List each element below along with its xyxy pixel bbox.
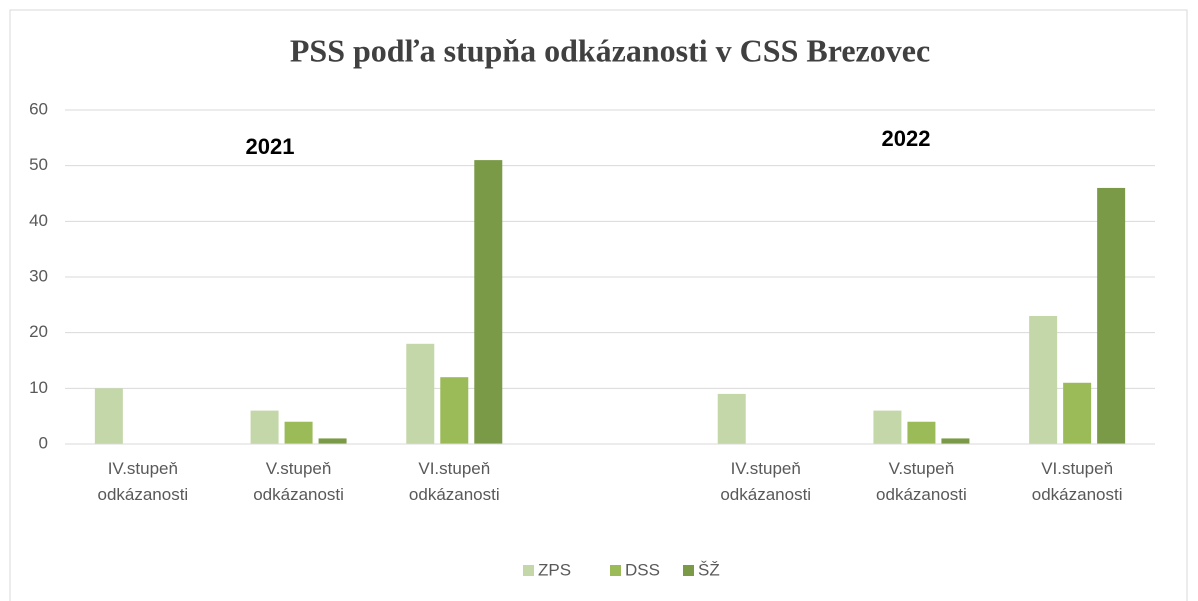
x-tick-label: VI.stupeň odkázanosti — [409, 459, 500, 504]
bar — [1029, 315, 1058, 444]
x-tick-label: IV.stupeň odkázanosti — [97, 459, 188, 504]
bar — [941, 438, 970, 444]
chart-border — [9, 9, 1188, 601]
legend-label: ŠŽ — [698, 560, 720, 579]
y-tick-label: 20 — [29, 322, 48, 341]
bar — [873, 410, 902, 444]
y-tick-label: 0 — [39, 433, 48, 452]
chart-title: PSS podľa stupňa odkázanosti v CSS Brezo… — [290, 32, 930, 68]
legend-label: DSS — [625, 560, 660, 579]
annotation: 2021 — [246, 134, 295, 159]
y-tick-label: 10 — [29, 378, 48, 397]
bar — [474, 160, 503, 444]
y-tick-label: 60 — [29, 99, 48, 118]
x-tick-label: VI.stupeň odkázanosti — [1032, 459, 1123, 504]
x-tick-label: IV.stupeň odkázanosti — [720, 459, 811, 504]
legend-swatch — [683, 565, 694, 576]
x-tick-label: V.stupeň odkázanosti — [876, 459, 967, 504]
bar — [907, 421, 936, 444]
bar — [250, 410, 279, 444]
bar — [406, 343, 435, 444]
bar — [94, 388, 123, 444]
y-tick-label: 40 — [29, 211, 48, 230]
legend-label: ZPS — [538, 560, 571, 579]
bar — [284, 421, 313, 444]
y-tick-label: 30 — [29, 266, 48, 285]
bar — [717, 393, 746, 444]
annotation: 2022 — [882, 126, 931, 151]
bar — [440, 377, 469, 444]
legend-swatch — [523, 565, 534, 576]
y-tick-label: 50 — [29, 155, 48, 174]
bar — [318, 438, 347, 444]
x-tick-label: V.stupeň odkázanosti — [253, 459, 344, 504]
legend-swatch — [610, 565, 621, 576]
bar — [1063, 382, 1092, 444]
bar — [1097, 187, 1126, 444]
